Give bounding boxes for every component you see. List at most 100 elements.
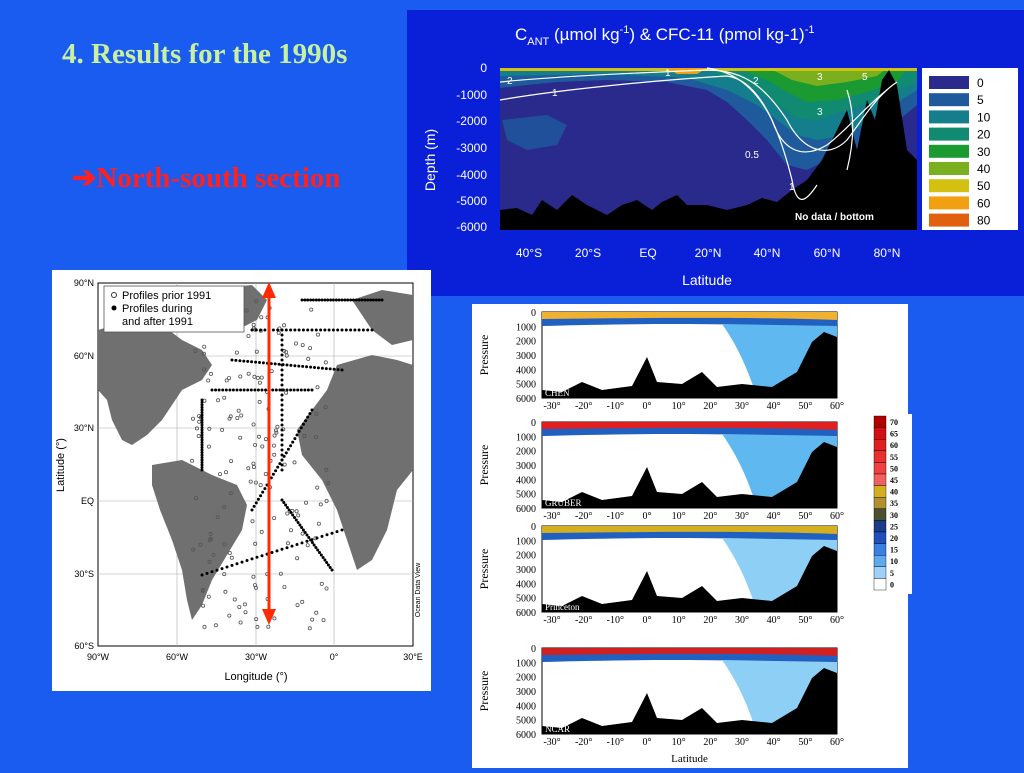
profile-during — [325, 561, 329, 564]
profile-during — [261, 490, 265, 494]
profile-during — [306, 328, 310, 332]
profile-during — [263, 328, 267, 332]
pressure-tick: 5000 — [516, 594, 536, 605]
profile-prior — [273, 428, 278, 433]
profile-during — [221, 388, 225, 392]
model-panel-ncar: NCAR 0 1000 2000 3000 4000 5000 6000 Pressure -30… — [477, 644, 844, 748]
profile-during — [349, 328, 353, 332]
profile-prior — [296, 513, 301, 518]
profile-during — [380, 298, 384, 302]
pressure-tick: 3000 — [516, 565, 536, 576]
profile-prior — [285, 541, 290, 546]
svg-text:30°W: 30°W — [245, 652, 268, 662]
profile-during — [319, 328, 323, 332]
profile-during — [280, 403, 284, 407]
svg-text:1: 1 — [789, 182, 795, 193]
profile-during — [260, 388, 264, 392]
profile-prior — [223, 470, 228, 475]
model-lat-tick: 0° — [643, 737, 652, 748]
profile-during — [255, 555, 259, 559]
profile-during — [289, 388, 293, 392]
model-layer-surface — [542, 422, 837, 430]
legend-during-marker — [111, 305, 117, 311]
profile-during — [334, 298, 338, 302]
profile-during — [242, 388, 246, 392]
pressure-tick: 6000 — [516, 608, 536, 619]
colorbar-value: 5 — [890, 569, 894, 578]
model-lat-tick: 10° — [672, 511, 686, 522]
profile-during — [200, 451, 204, 454]
profile-during — [360, 298, 364, 302]
profile-during — [374, 298, 378, 302]
profile-during — [292, 388, 296, 392]
legend-prior-label: Profiles prior 1991 — [122, 290, 211, 302]
profile-prior — [258, 483, 263, 488]
profile-during — [274, 469, 278, 473]
profile-during — [328, 566, 332, 569]
svg-text:60°S: 60°S — [74, 641, 94, 651]
profile-prior — [253, 480, 258, 485]
legend-value: 10 — [977, 110, 991, 124]
profile-during — [313, 366, 316, 369]
model-lat-axis-label: Latitude — [671, 753, 708, 765]
profile-during — [200, 458, 204, 462]
profile-during — [205, 571, 209, 575]
profile-during — [250, 360, 254, 364]
profile-prior — [217, 472, 222, 477]
profile-during — [323, 298, 327, 302]
colorbar-value: 55 — [890, 453, 898, 462]
profile-prior — [198, 542, 203, 547]
profile-prior — [266, 624, 271, 629]
svg-text:0.5: 0.5 — [745, 150, 759, 161]
profile-prior — [239, 413, 244, 418]
profile-during — [324, 367, 328, 371]
profile-prior — [253, 541, 258, 546]
profile-prior — [246, 334, 251, 339]
model-lat-tick: 60° — [830, 511, 844, 522]
profile-during — [287, 508, 291, 512]
profile-prior — [307, 626, 312, 631]
profile-during — [217, 388, 221, 392]
profile-during — [357, 328, 361, 332]
model-bottom-topography — [542, 332, 837, 398]
profile-during — [239, 388, 243, 392]
profile-prior — [321, 618, 326, 623]
profile-during — [200, 413, 204, 417]
model-panel-princeton: Princeton 0 1000 2000 3000 4000 5000 6000 Pressu… — [477, 522, 844, 626]
model-lat-tick: 20° — [703, 615, 717, 626]
profile-during — [246, 359, 250, 363]
profile-prior — [274, 430, 279, 435]
legend-swatch — [929, 127, 969, 141]
svg-text:-2000: -2000 — [456, 114, 487, 128]
profile-during — [316, 548, 320, 552]
profile-during — [263, 487, 267, 491]
profile-during — [280, 458, 284, 462]
profile-during — [306, 298, 310, 302]
profile-during — [343, 298, 347, 302]
profile-prior — [294, 509, 299, 514]
profile-during — [200, 446, 204, 449]
model-lat-tick: -30° — [543, 401, 560, 412]
legend-swatch — [929, 144, 969, 158]
colorbar-swatch — [873, 531, 887, 544]
legend-value: 5 — [977, 93, 984, 107]
profile-during — [225, 565, 229, 569]
profile-prior — [208, 536, 213, 541]
profile-during — [280, 547, 284, 551]
profile-during — [329, 298, 333, 302]
profile-during — [254, 328, 258, 332]
map-lon-axis-label: Longitude (°) — [224, 671, 287, 683]
profile-during — [200, 401, 204, 404]
profile-during — [271, 328, 275, 332]
profile-during — [285, 363, 289, 367]
profile-during — [200, 423, 204, 427]
profile-during — [366, 328, 370, 332]
pressure-tick: 0 — [531, 308, 536, 319]
legend-swatch — [929, 213, 969, 227]
profile-prior — [207, 559, 212, 564]
profile-prior — [272, 433, 277, 438]
profile-prior — [244, 308, 249, 313]
profile-during — [200, 433, 204, 437]
legend-swatch — [929, 179, 969, 193]
